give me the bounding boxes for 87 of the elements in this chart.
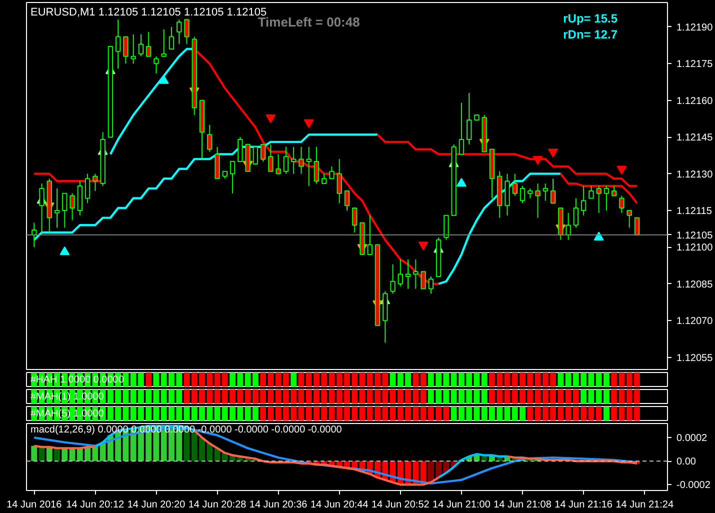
y-tick-label: -0.0002: [676, 480, 711, 492]
candlestick: [322, 173, 327, 184]
candlestick: [573, 198, 579, 228]
candlestick: [398, 258, 404, 287]
x-tick-label: 14 Jun 20:28: [188, 500, 247, 510]
y-tick-label: 1.12055: [676, 352, 714, 364]
candlestick: [520, 186, 526, 204]
y-tick-label: 1.12130: [676, 169, 714, 180]
candlestick: [283, 146, 289, 174]
candlestick: [596, 186, 602, 214]
candlestick: [336, 158, 342, 204]
candlestick: [92, 173, 98, 192]
x-tick-label: 14 Jun 21:00: [432, 500, 491, 510]
line-series: [33, 134, 379, 241]
x-tick-label: 14 Jun 2016: [6, 500, 62, 510]
y-tick-label: 1.12160: [676, 96, 714, 107]
candlestick: [344, 190, 350, 211]
y-tick-label: 1.12100: [676, 242, 714, 254]
candlestick: [550, 178, 556, 204]
candlestick: [542, 183, 548, 202]
candlestick: [290, 146, 296, 174]
candlestick: [115, 19, 121, 70]
y-tick-label: 1.12085: [676, 279, 714, 290]
candlestick: [444, 214, 449, 240]
candlestick: [580, 186, 586, 216]
candlestick: [252, 146, 258, 164]
ref-line-label: 1.12105: [676, 230, 714, 242]
candlestick: [230, 161, 236, 194]
candlestick: [168, 26, 174, 50]
x-tick-label: 14 Jun 21:16: [554, 500, 613, 510]
candlestick: [566, 212, 571, 240]
candlestick: [130, 34, 136, 64]
candlestick: [146, 31, 152, 57]
candlestick: [138, 34, 144, 57]
candlestick: [405, 258, 411, 290]
x-tick-label: 14 Jun 20:20: [127, 500, 186, 510]
candlestick: [458, 102, 464, 155]
candlestick: [70, 192, 75, 221]
candlestick: [154, 56, 159, 74]
candlestick: [619, 195, 624, 214]
candlestick: [123, 36, 128, 64]
candlestick: [466, 92, 472, 145]
candlestick: [329, 166, 334, 180]
candlestick: [428, 276, 434, 294]
annotation: rDn= 12.7: [563, 28, 618, 42]
candlestick: [260, 144, 266, 162]
candlestick: [39, 183, 44, 233]
x-tick-label: 14 Jun 20:12: [66, 500, 125, 510]
candlestick: [161, 28, 166, 57]
x-tick-label: 14 Jun 20:36: [249, 500, 308, 510]
candlestick: [306, 146, 312, 186]
x-tick-label: 14 Jun 20:44: [310, 500, 369, 510]
y-tick-label: 0.0002: [676, 433, 708, 444]
candlestick: [238, 136, 243, 162]
candlestick: [298, 146, 304, 174]
candlestick: [604, 186, 610, 211]
annotation: rUp= 15.5: [563, 12, 618, 26]
candlestick: [390, 264, 396, 294]
y-tick-label: 1.12175: [676, 59, 714, 70]
candlestick: [276, 154, 281, 174]
candlestick: [207, 124, 212, 152]
candlestick: [634, 217, 640, 236]
x-tick-label: 14 Jun 20:52: [372, 500, 430, 510]
y-tick-label: 0.00: [676, 456, 696, 468]
candlestick: [352, 208, 358, 233]
y-tick-label: 1.12070: [676, 316, 714, 328]
candlestick: [176, 19, 182, 45]
x-tick-label: 14 Jun 21:24: [616, 500, 674, 510]
candlestick: [62, 192, 68, 228]
candlestick: [535, 183, 540, 218]
candlestick: [528, 188, 533, 199]
candlestick: [367, 214, 372, 256]
candlestick: [268, 144, 274, 172]
bar: [31, 446, 38, 462]
candlestick: [626, 210, 632, 228]
y-tick-label: 1.12145: [676, 132, 714, 144]
candlestick: [611, 186, 617, 196]
candlestick: [413, 258, 418, 290]
candlestick: [314, 146, 320, 184]
candlestick: [588, 186, 594, 199]
candlestick: [512, 173, 518, 196]
candlestick: [84, 173, 90, 204]
x-tick-label: 14 Jun 21:08: [494, 500, 552, 510]
y-tick-label: 1.12190: [676, 22, 714, 34]
candlestick: [54, 188, 60, 228]
candlestick: [184, 19, 190, 45]
y-tick-label: 1.12115: [676, 206, 712, 217]
